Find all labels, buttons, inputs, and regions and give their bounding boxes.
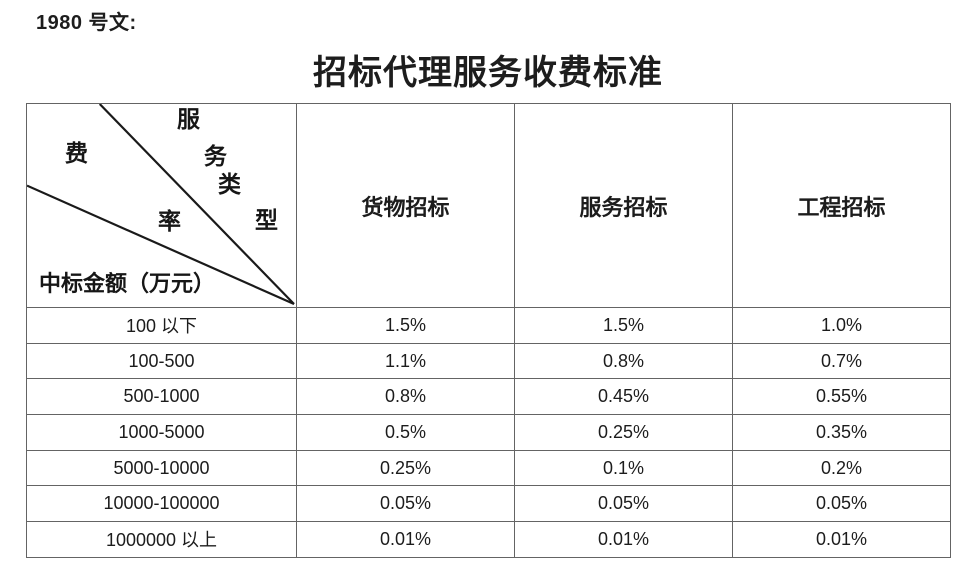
amount-range-cell: 100 以下	[26, 307, 297, 344]
table-row: 500-1000 0.8% 0.45% 0.55%	[26, 378, 951, 416]
header-row: 服 务 类 型 费 率 中标金额（万元） 货物招标 服务招标 工程招标	[26, 103, 951, 308]
rate-cell: 1.5%	[296, 307, 515, 344]
corner-service-type-char: 服	[177, 107, 200, 132]
corner-service-type-char: 务	[204, 144, 227, 169]
rate-cell: 0.8%	[296, 378, 515, 416]
rate-cell: 0.45%	[514, 378, 733, 416]
col-header-service-bidding: 服务招标	[514, 103, 733, 308]
table-row: 1000-5000 0.5% 0.25% 0.35%	[26, 414, 951, 451]
amount-range-cell: 5000-10000	[26, 449, 297, 487]
rate-cell: 1.1%	[296, 342, 515, 380]
doc-number: 1980 号文:	[36, 12, 137, 34]
rate-cell: 0.8%	[514, 342, 733, 380]
corner-rate-char: 率	[158, 209, 181, 234]
rate-cell: 0.05%	[732, 485, 951, 523]
rate-cell: 0.25%	[296, 449, 515, 487]
diagonal-split-lines-icon	[27, 104, 295, 306]
col-header-engineering-bidding: 工程招标	[732, 103, 951, 308]
corner-amount-label: 中标金额（万元）	[39, 271, 216, 296]
rate-cell: 0.5%	[296, 414, 515, 451]
table-row: 1000000 以上 0.01% 0.01% 0.01%	[26, 521, 951, 558]
rate-cell: 0.55%	[732, 378, 951, 416]
rate-cell: 0.05%	[514, 485, 733, 523]
rate-cell: 1.5%	[514, 307, 733, 344]
page-title: 招标代理服务收费标准	[313, 55, 663, 92]
rate-cell: 0.35%	[732, 414, 951, 451]
table-row: 10000-100000 0.05% 0.05% 0.05%	[26, 485, 951, 523]
amount-range-cell: 10000-100000	[26, 485, 297, 523]
rate-cell: 0.1%	[514, 449, 733, 487]
amount-range-cell: 1000-5000	[26, 414, 297, 451]
table-row: 100-500 1.1% 0.8% 0.7%	[26, 342, 951, 380]
amount-range-cell: 500-1000	[26, 378, 297, 416]
corner-service-type-char: 型	[255, 208, 278, 233]
table-row: 100 以下 1.5% 1.5% 1.0%	[26, 307, 951, 344]
rate-cell: 0.7%	[732, 342, 951, 380]
rate-cell: 0.01%	[296, 521, 515, 558]
corner-service-type-char: 类	[218, 172, 241, 197]
table-row: 5000-10000 0.25% 0.1% 0.2%	[26, 449, 951, 487]
fee-standard-table: 服 务 类 型 费 率 中标金额（万元） 货物招标 服务招标 工程招标 100 …	[26, 103, 951, 558]
col-header-goods-bidding: 货物招标	[296, 103, 515, 308]
rate-cell: 0.01%	[514, 521, 733, 558]
amount-range-cell: 100-500	[26, 342, 297, 380]
rate-cell: 1.0%	[732, 307, 951, 344]
rate-cell: 0.2%	[732, 449, 951, 487]
amount-range-cell: 1000000 以上	[26, 521, 297, 558]
diagonal-header-cell: 服 务 类 型 费 率 中标金额（万元）	[26, 103, 297, 308]
rate-cell: 0.01%	[732, 521, 951, 558]
rate-cell: 0.25%	[514, 414, 733, 451]
rate-cell: 0.05%	[296, 485, 515, 523]
corner-rate-char: 费	[65, 141, 88, 166]
